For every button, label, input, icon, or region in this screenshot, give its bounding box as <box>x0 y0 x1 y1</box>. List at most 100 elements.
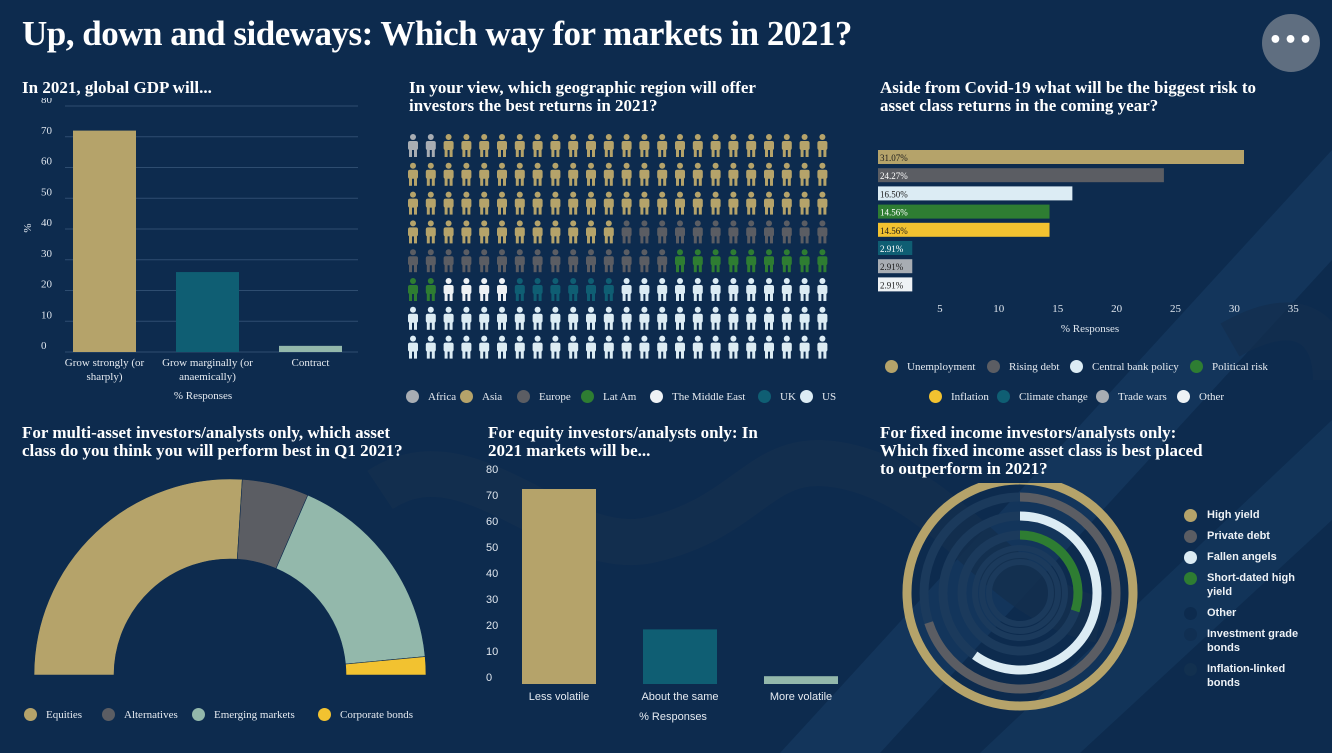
more-options-button[interactable]: ••• <box>1262 14 1320 72</box>
person-head <box>694 249 701 256</box>
person-icon-us <box>692 306 703 330</box>
person-body <box>586 285 596 294</box>
legend-label-line: Investment grade <box>1207 628 1299 640</box>
person-head <box>712 306 719 313</box>
person-head <box>427 306 434 313</box>
person-body <box>817 342 828 352</box>
person-icon-asia <box>479 134 490 157</box>
person-leg <box>770 350 773 359</box>
person-leg <box>480 177 484 186</box>
person-icon-us <box>764 335 774 359</box>
legend-label: Trade wars <box>1118 390 1167 403</box>
person-leg <box>640 321 644 330</box>
person-leg <box>663 293 667 301</box>
person-head <box>499 335 505 342</box>
person-leg <box>462 321 466 330</box>
x-axis-label: % Responses <box>1061 323 1119 335</box>
person-body <box>497 256 507 266</box>
person-icon-us <box>799 335 810 359</box>
person-head <box>766 220 772 227</box>
legend-item-uk: UK <box>758 390 796 403</box>
person-leg <box>645 293 649 301</box>
person-icon-asia <box>657 134 668 157</box>
person-leg <box>414 293 417 301</box>
person-leg <box>734 321 738 330</box>
person-leg <box>533 177 537 186</box>
bar-unemployment <box>878 150 1245 164</box>
person-body <box>532 198 543 208</box>
person-body <box>443 313 454 323</box>
person-head <box>445 335 452 342</box>
person-leg <box>640 177 644 186</box>
person-leg <box>622 293 626 301</box>
person-icon-us <box>443 306 454 330</box>
y-tick-label: 40 <box>486 568 498 580</box>
person-head <box>534 162 541 169</box>
person-head <box>427 278 434 284</box>
person-body <box>461 256 472 266</box>
person-leg <box>640 350 644 359</box>
person-body <box>497 313 507 323</box>
person-leg <box>538 149 542 157</box>
person-icon-us <box>461 306 472 330</box>
person-head <box>801 335 808 342</box>
person-leg <box>569 293 573 301</box>
person-head <box>623 220 630 227</box>
person-leg <box>431 350 435 359</box>
person-icon-the-middle-east <box>461 278 472 301</box>
person-icon-us <box>710 335 721 359</box>
person-head <box>463 306 470 313</box>
person-head <box>659 278 666 284</box>
person-head <box>481 306 488 313</box>
category-label: More volatile <box>770 691 832 703</box>
person-head <box>712 278 719 284</box>
person-leg <box>770 149 773 157</box>
person-leg <box>787 235 791 244</box>
person-leg <box>729 350 733 359</box>
person-head <box>766 249 772 256</box>
person-leg <box>752 206 756 215</box>
person-icon-asia <box>586 191 596 215</box>
person-leg <box>747 293 751 301</box>
person-leg <box>676 206 679 215</box>
person-leg <box>556 177 560 186</box>
person-icon-us <box>657 278 668 301</box>
person-head <box>534 220 541 227</box>
person-leg <box>609 235 613 244</box>
person-leg <box>800 177 804 186</box>
person-leg <box>480 293 484 301</box>
bar-about-the-same <box>643 629 717 684</box>
person-body <box>692 169 703 179</box>
person-body <box>550 169 561 179</box>
legend-item-unemployment: Unemployment <box>885 360 975 373</box>
person-icon-us <box>692 278 703 301</box>
x-tick-label: 20 <box>1111 303 1123 315</box>
person-leg <box>658 206 662 215</box>
legend-item-inflation: Inflation <box>929 390 989 403</box>
person-leg <box>498 350 501 359</box>
person-leg <box>752 293 756 301</box>
legend-label: US <box>822 390 837 403</box>
legend-item-asia: Asia <box>460 390 502 403</box>
person-leg <box>729 149 733 157</box>
legend-label-line: Short-dated high <box>1207 572 1295 584</box>
person-icon-us <box>728 335 739 359</box>
person-body <box>799 256 810 266</box>
person-body <box>568 256 579 266</box>
person-head <box>801 306 808 313</box>
person-leg <box>823 177 827 186</box>
person-head <box>623 162 630 169</box>
person-body <box>425 285 436 294</box>
person-leg <box>765 206 768 215</box>
person-icon-asia <box>425 162 436 186</box>
person-icon-asia <box>408 220 418 244</box>
equity-chart: 0 10 20 30 40 50 60 70 80 Less volatile About the … <box>486 464 838 723</box>
legend-swatch <box>102 708 115 721</box>
x-axis-label: % Responses <box>174 390 232 402</box>
person-leg <box>604 149 608 157</box>
person-icon-asia <box>514 191 525 215</box>
person-icon-asia <box>746 191 757 215</box>
person-leg <box>587 206 590 215</box>
person-body <box>408 141 418 150</box>
person-icon-lat-am <box>408 278 418 301</box>
